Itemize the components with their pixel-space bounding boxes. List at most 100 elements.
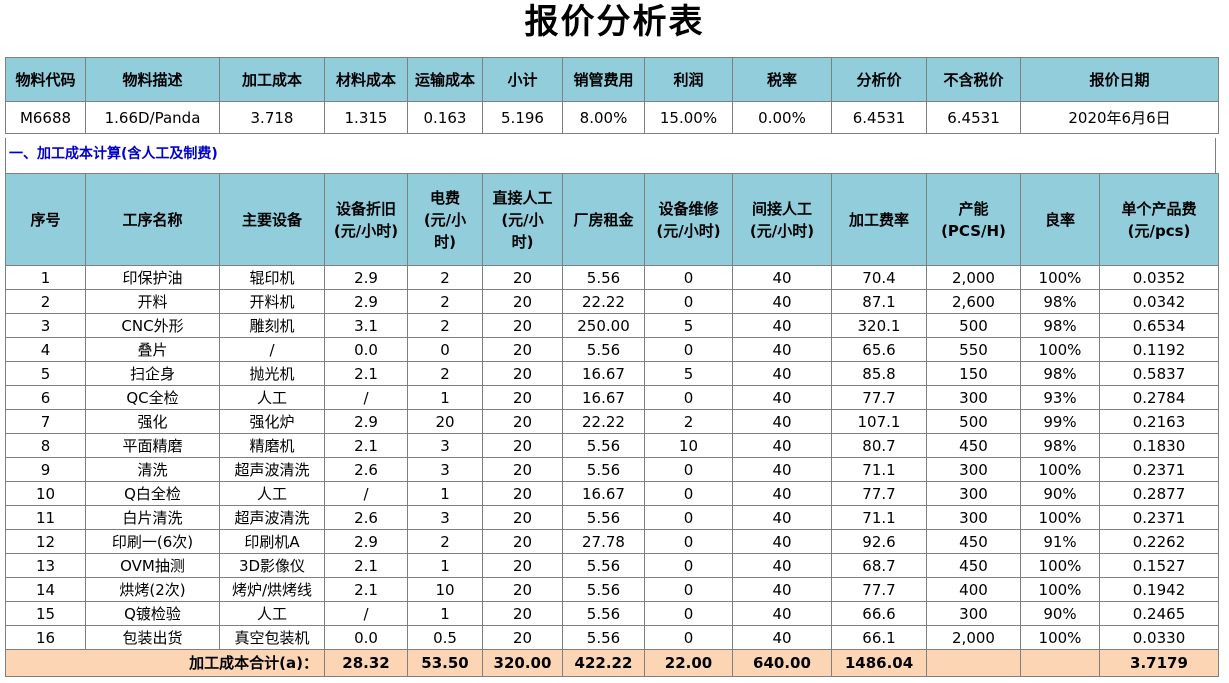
table-cell: 20: [482, 481, 563, 506]
summary-value-cell: 0.00%: [732, 101, 832, 134]
table-cell: 66.1: [831, 625, 927, 650]
table-row: 9 清洗 超声波清洗 2.6 3 20 5.56 0 40 71.1 300 100% 0.2371: [5, 457, 1219, 482]
table-cell: 5.56: [562, 601, 645, 626]
table-cell: 20: [482, 313, 563, 338]
table-cell: 150: [926, 361, 1021, 386]
table-cell: 2: [5, 289, 86, 314]
table-cell: 印保护油: [85, 265, 220, 290]
table-cell: 40: [732, 265, 832, 290]
table-cell: /: [324, 385, 408, 410]
table-cell: 2,000: [926, 625, 1021, 650]
total-row: 加工成本合计(a)： 28.32 53.50 320.00 422.22 22.00 640…: [5, 649, 1219, 677]
table-cell: 450: [926, 433, 1021, 458]
table-cell: 2: [407, 313, 483, 338]
table-cell: 93%: [1020, 385, 1100, 410]
table-row: 3 CNC外形 雕刻机 3.1 2 20 250.00 5 40 320.1 500 98% 0.653…: [5, 313, 1219, 338]
table-row: 5 扫企身 抛光机 2.1 2 20 16.67 5 40 85.8 150 98% 0.5837: [5, 361, 1219, 386]
table-cell: /: [324, 481, 408, 506]
table-cell: 40: [732, 409, 832, 434]
summary-header-cell: 报价日期: [1020, 57, 1219, 102]
table-cell: 2: [407, 265, 483, 290]
table-cell: 20: [482, 385, 563, 410]
table-cell: 20: [482, 337, 563, 362]
table-cell: 2,000: [926, 265, 1021, 290]
table-cell: 0.1192: [1099, 337, 1219, 362]
table-cell: 超声波清洗: [219, 505, 325, 530]
table-cell: 2.9: [324, 265, 408, 290]
table-cell: 68.7: [831, 553, 927, 578]
table-cell: 0: [644, 625, 733, 650]
table-cell: 平面精磨: [85, 433, 220, 458]
table-cell: 20: [482, 553, 563, 578]
table-cell: 0.1527: [1099, 553, 1219, 578]
table-cell: 87.1: [831, 289, 927, 314]
table-cell: 0: [644, 385, 733, 410]
table-cell: 6: [5, 385, 86, 410]
table-cell: 5.56: [562, 457, 645, 482]
table-row: 8 平面精磨 精磨机 2.1 3 20 5.56 10 40 80.7 450 98% 0.1830: [5, 433, 1219, 458]
table-cell: 0: [644, 457, 733, 482]
table-cell: 5.56: [562, 433, 645, 458]
table-cell: 16: [5, 625, 86, 650]
table-cell: 40: [732, 481, 832, 506]
total-cell: 22.00: [644, 649, 733, 677]
table-cell: 0.2163: [1099, 409, 1219, 434]
table-cell: 450: [926, 529, 1021, 554]
table-cell: 500: [926, 409, 1021, 434]
detail-header-cell: 单个产品费 (元/pcs): [1099, 173, 1219, 266]
table-cell: 0.2465: [1099, 601, 1219, 626]
table-cell: 100%: [1020, 505, 1100, 530]
table-cell: 2.1: [324, 577, 408, 602]
table-cell: 2: [644, 409, 733, 434]
table-cell: OVM抽测: [85, 553, 220, 578]
table-cell: 2.9: [324, 409, 408, 434]
table-cell: 0.2371: [1099, 505, 1219, 530]
table-cell: 20: [407, 409, 483, 434]
summary-header-cell: 加工成本: [219, 57, 325, 102]
summary-value-cell: 0.163: [407, 101, 483, 134]
table-row: 1 印保护油 辊印机 2.9 2 20 5.56 0 40 70.4 2,000 100% 0.0352: [5, 265, 1219, 290]
table-cell: 20: [482, 433, 563, 458]
table-cell: 65.6: [831, 337, 927, 362]
table-cell: 5.56: [562, 265, 645, 290]
page-title: 报价分析表: [524, 2, 705, 42]
table-cell: 100%: [1020, 577, 1100, 602]
table-cell: 10: [5, 481, 86, 506]
table-cell: 2.1: [324, 361, 408, 386]
table-row: 10 Q白全检 人工/1 20 16.67 0 40 77.7 300 90% 0.2877: [5, 481, 1219, 506]
table-cell: 烘烤(2次): [85, 577, 220, 602]
table-cell: 400: [926, 577, 1021, 602]
table-row: 6 QC全检 人工/1 20 16.67 0 40 77.7 300 93% 0.2784: [5, 385, 1219, 410]
table-cell: 98%: [1020, 361, 1100, 386]
table-cell: 40: [732, 433, 832, 458]
table-cell: 40: [732, 553, 832, 578]
table-cell: 印刷机A: [219, 529, 325, 554]
table-cell: 2.6: [324, 505, 408, 530]
table-cell: 99%: [1020, 409, 1100, 434]
table-cell: 500: [926, 313, 1021, 338]
table-cell: 0: [644, 481, 733, 506]
table-cell: 77.7: [831, 481, 927, 506]
table-cell: 90%: [1020, 601, 1100, 626]
detail-header-cell: 工序名称: [85, 173, 220, 266]
detail-header-cell: 电费 (元/小 时): [407, 173, 483, 266]
table-cell: 2.9: [324, 529, 408, 554]
table-cell: 1: [407, 553, 483, 578]
table-cell: 0: [644, 577, 733, 602]
table-cell: 66.6: [831, 601, 927, 626]
table-row: 2 开料 开料机 2.9 2 20 22.22 0 40 87.1 2,600 98% 0.0342: [5, 289, 1219, 314]
table-cell: 40: [732, 361, 832, 386]
table-cell: 开料: [85, 289, 220, 314]
table-cell: 2,600: [926, 289, 1021, 314]
table-cell: 3: [407, 505, 483, 530]
table-cell: 0: [644, 553, 733, 578]
table-cell: 0.5: [407, 625, 483, 650]
table-cell: 90%: [1020, 481, 1100, 506]
table-cell: 5.56: [562, 577, 645, 602]
table-cell: 雕刻机: [219, 313, 325, 338]
summary-value-cell: 1.315: [324, 101, 408, 134]
table-cell: 0: [644, 265, 733, 290]
summary-header-cell: 材料成本: [324, 57, 408, 102]
table-cell: 烤炉/烘烤线: [219, 577, 325, 602]
table-cell: 20: [482, 457, 563, 482]
